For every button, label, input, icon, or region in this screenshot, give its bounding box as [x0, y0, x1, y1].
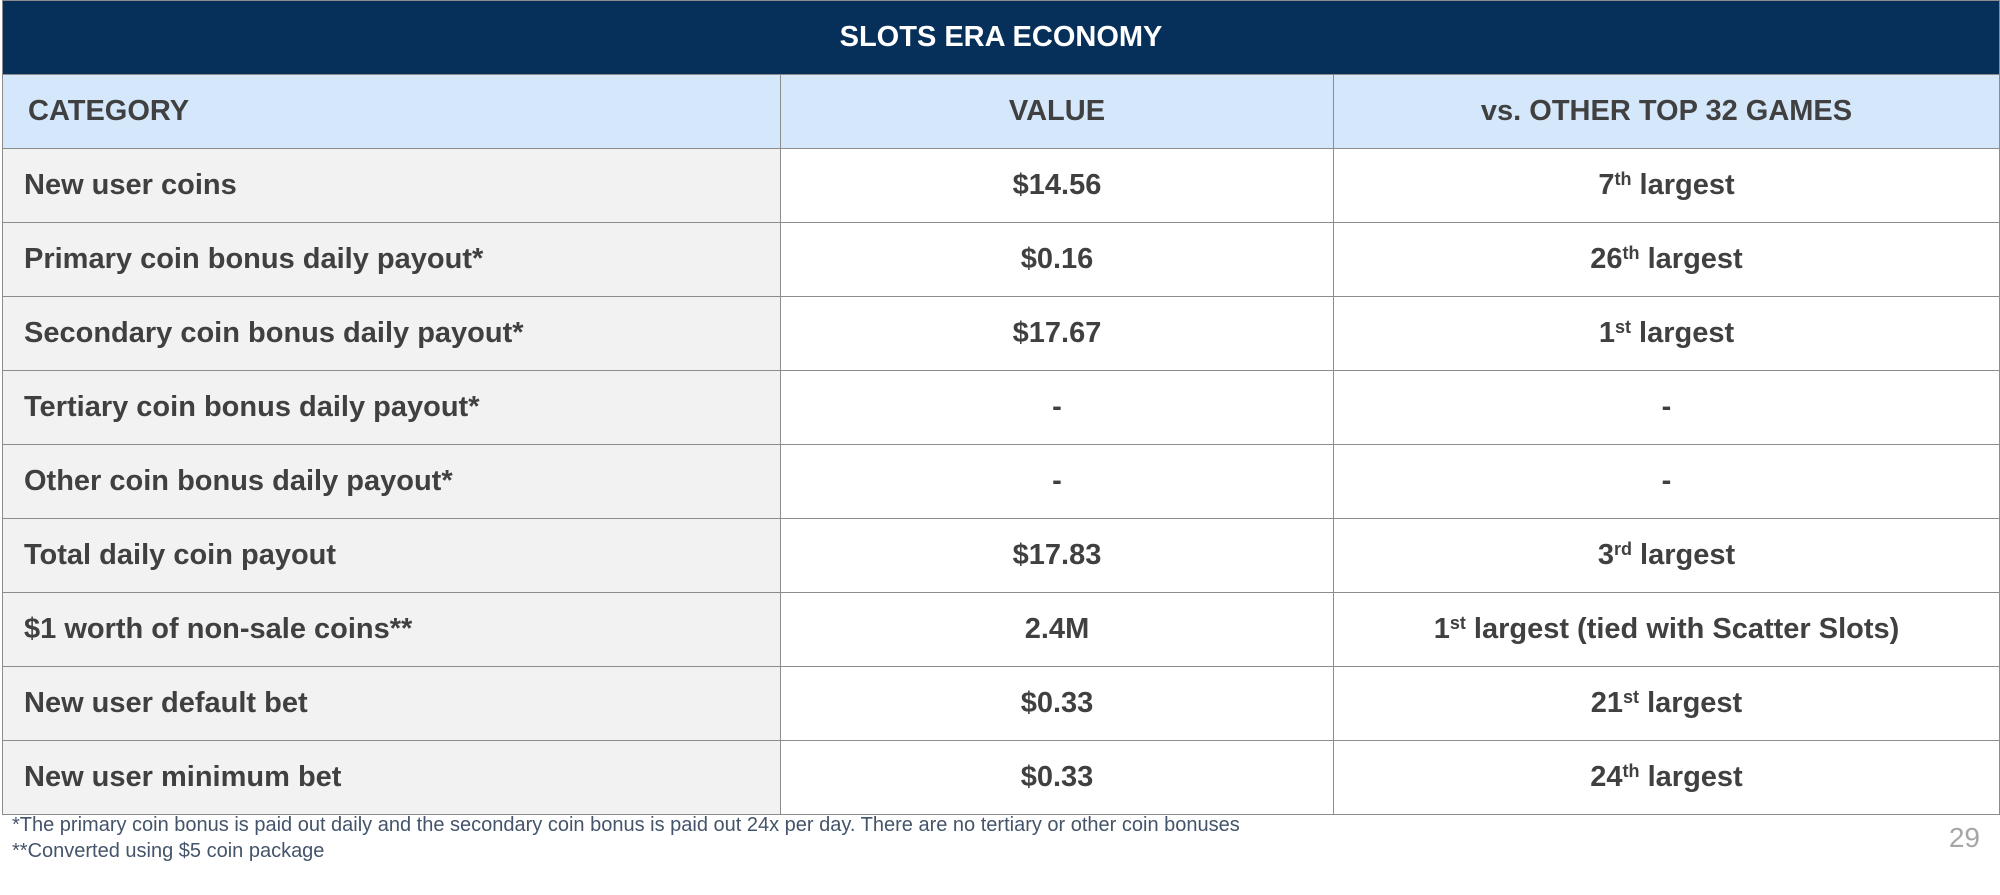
- table-title: SLOTS ERA ECONOMY: [1, 0, 2000, 75]
- row-value: $14.56: [780, 148, 1334, 223]
- row-category: New user minimum bet: [2, 740, 781, 815]
- row-value: $0.33: [780, 740, 1334, 815]
- row-value: $0.33: [780, 666, 1334, 741]
- row-category: New user default bet: [2, 666, 781, 741]
- row-comparison: 7th largest: [1332, 148, 2000, 223]
- rank-text: largest: [1639, 687, 1743, 719]
- row-category: Secondary coin bonus daily payout*: [2, 296, 781, 371]
- table-row: New user coins $14.56 7th largest: [2, 148, 2000, 223]
- rank-text: largest (tied with Scatter Slots): [1465, 613, 1900, 645]
- table-row: Total daily coin payout $17.83 3rd largest: [2, 518, 2000, 593]
- rank-suffix: st: [1614, 317, 1631, 337]
- column-header-row: CATEGORY VALUE vs. OTHER TOP 32 GAMES: [2, 74, 2000, 149]
- row-value: $17.67: [780, 296, 1334, 371]
- row-value: 2.4M: [780, 592, 1334, 667]
- row-comparison: 26th largest: [1332, 222, 2000, 297]
- rank-text: largest: [1631, 317, 1735, 349]
- row-value: $0.16: [780, 222, 1334, 297]
- row-category: $1 worth of non-sale coins**: [2, 592, 781, 667]
- row-category: Total daily coin payout: [2, 518, 781, 593]
- header-comparison: vs. OTHER TOP 32 GAMES: [1332, 74, 2000, 149]
- row-comparison: -: [1332, 444, 2000, 519]
- row-value: $17.83: [780, 518, 1334, 593]
- table-row: Other coin bonus daily payout* - -: [2, 444, 2000, 519]
- rank-text: largest: [1639, 761, 1743, 793]
- row-comparison: 3rd largest: [1332, 518, 2000, 593]
- rank-number: 24: [1590, 761, 1623, 793]
- rank-number: 26: [1590, 243, 1623, 275]
- table-row: Tertiary coin bonus daily payout* - -: [2, 370, 2000, 445]
- row-category: Tertiary coin bonus daily payout*: [2, 370, 781, 445]
- rank-suffix: th: [1622, 761, 1640, 781]
- rank-number: 7: [1598, 169, 1615, 201]
- table-title-row: SLOTS ERA ECONOMY: [1, 0, 2000, 75]
- row-comparison: 1st largest: [1332, 296, 2000, 371]
- row-value: -: [780, 370, 1334, 445]
- footnotes: *The primary coin bonus is paid out dail…: [12, 812, 1240, 864]
- row-value: -: [780, 444, 1334, 519]
- rank-number: -: [1661, 465, 1672, 497]
- rank-text: largest: [1639, 243, 1743, 275]
- rank-number: 1: [1598, 317, 1615, 349]
- rank-suffix: st: [1623, 687, 1640, 707]
- row-category: Primary coin bonus daily payout*: [2, 222, 781, 297]
- rank-suffix: st: [1449, 613, 1466, 633]
- row-category: Other coin bonus daily payout*: [2, 444, 781, 519]
- economy-table: SLOTS ERA ECONOMY CATEGORY VALUE vs. OTH…: [1, 0, 2000, 815]
- rank-number: -: [1661, 391, 1672, 423]
- rank-text: largest: [1631, 539, 1736, 571]
- row-comparison: 24th largest: [1332, 740, 2000, 815]
- rank-suffix: th: [1622, 243, 1640, 263]
- table-row: New user minimum bet $0.33 24th largest: [2, 740, 2000, 815]
- table-row: Secondary coin bonus daily payout* $17.67…: [2, 296, 2000, 371]
- row-comparison: 21st largest: [1332, 666, 2000, 741]
- footnote-1: *The primary coin bonus is paid out dail…: [12, 814, 1240, 836]
- row-comparison: -: [1332, 370, 2000, 445]
- rank-text: largest: [1631, 169, 1735, 201]
- row-comparison: 1st largest (tied with Scatter Slots): [1332, 592, 2000, 667]
- footnote-2: **Converted using $5 coin package: [12, 840, 325, 862]
- header-value: VALUE: [780, 74, 1334, 149]
- rank-number: 21: [1590, 687, 1624, 719]
- rank-suffix: rd: [1613, 539, 1632, 559]
- table-row: $1 worth of non-sale coins** 2.4M 1st larg…: [2, 592, 2000, 667]
- header-category: CATEGORY: [2, 74, 781, 149]
- table-row: Primary coin bonus daily payout* $0.16 26t…: [2, 222, 2000, 297]
- rank-number: 1: [1433, 613, 1450, 645]
- rank-suffix: th: [1614, 169, 1632, 189]
- page-number: 29: [1948, 822, 1980, 853]
- table-row: New user default bet $0.33 21st largest: [2, 666, 2000, 741]
- rank-number: 3: [1597, 539, 1614, 571]
- row-category: New user coins: [2, 148, 781, 223]
